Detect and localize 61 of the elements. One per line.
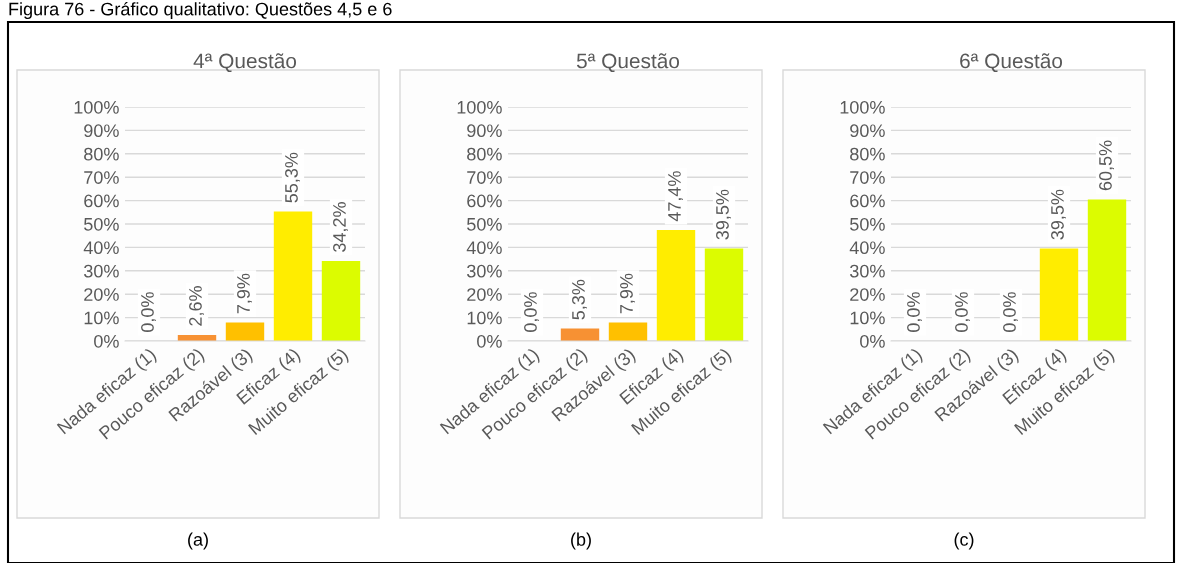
text: (c): [954, 532, 974, 550]
y-tick-label: 100%: [457, 100, 502, 114]
data-label: 55,3%: [285, 152, 300, 203]
chart-title: 4ª Questão: [193, 53, 297, 73]
y-tick-label: 40%: [466, 241, 502, 255]
data-label: 0,0%: [907, 292, 922, 332]
y-tick-label: 80%: [84, 147, 119, 161]
data-label: 5,3%: [572, 279, 587, 320]
bar: [656, 230, 696, 341]
y-tick-label: 50%: [467, 217, 502, 231]
y-tick-label: 100%: [840, 100, 885, 114]
y-tick-label: 30%: [84, 264, 119, 278]
text: (b): [571, 532, 591, 550]
y-tick-label: 0%: [94, 334, 119, 348]
y-tick-label: 0%: [477, 334, 502, 348]
y-tick-label: 90%: [850, 124, 885, 138]
bar: [321, 260, 361, 341]
bar: [273, 211, 313, 341]
data-label: 7,9%: [620, 273, 635, 314]
y-tick-label: 80%: [467, 147, 502, 161]
y-tick-label: 60%: [850, 194, 885, 208]
y-tick-label: 20%: [467, 288, 502, 301]
text: Figura 76 - Gráfico qualitativo: Questões 4,5 e 6: [9, 2, 392, 20]
chart-title: 6ª Questão: [960, 53, 1063, 73]
y-tick-label: 30%: [467, 264, 502, 278]
y-tick-label: 40%: [83, 241, 119, 255]
y-tick-label: 10%: [467, 311, 502, 325]
bar: [704, 248, 744, 341]
y-tick-label: 80%: [850, 147, 885, 161]
data-label: 39,5%: [1051, 189, 1066, 240]
y-tick-label: 20%: [850, 288, 885, 301]
y-tick-label: 10%: [84, 311, 119, 325]
y-tick-label: 50%: [84, 217, 119, 231]
data-label: 0,0%: [1003, 292, 1018, 332]
chart-title: 5ª Questão: [576, 53, 680, 73]
y-tick-label: 40%: [849, 241, 885, 255]
data-label: 0,0%: [955, 292, 970, 332]
y-tick-label: 70%: [850, 171, 885, 184]
y-tick-label: 60%: [84, 194, 119, 208]
data-label: 34,2%: [333, 202, 348, 252]
data-label: 39,5%: [716, 189, 731, 240]
data-label: 7,9%: [237, 273, 252, 314]
bar: [608, 322, 648, 341]
data-label: 2,6%: [189, 286, 204, 326]
data-label: 0,0%: [141, 292, 156, 332]
y-tick-label: 70%: [467, 171, 502, 184]
y-tick-label: 50%: [850, 217, 885, 231]
y-tick-label: 70%: [84, 171, 119, 184]
y-tick-label: 20%: [84, 288, 119, 301]
y-tick-label: 60%: [467, 194, 502, 208]
data-label: 60,5%: [1099, 140, 1114, 191]
y-tick-label: 0%: [860, 334, 885, 348]
y-tick-label: 90%: [84, 124, 119, 138]
y-tick-label: 30%: [850, 264, 885, 278]
y-tick-label: 100%: [74, 100, 119, 114]
y-tick-label: 10%: [850, 311, 885, 325]
data-label: 0,0%: [524, 292, 539, 332]
y-tick-label: 90%: [467, 124, 502, 138]
text: (a): [188, 532, 208, 550]
data-label: 47,4%: [668, 171, 683, 222]
bar: [225, 322, 265, 341]
